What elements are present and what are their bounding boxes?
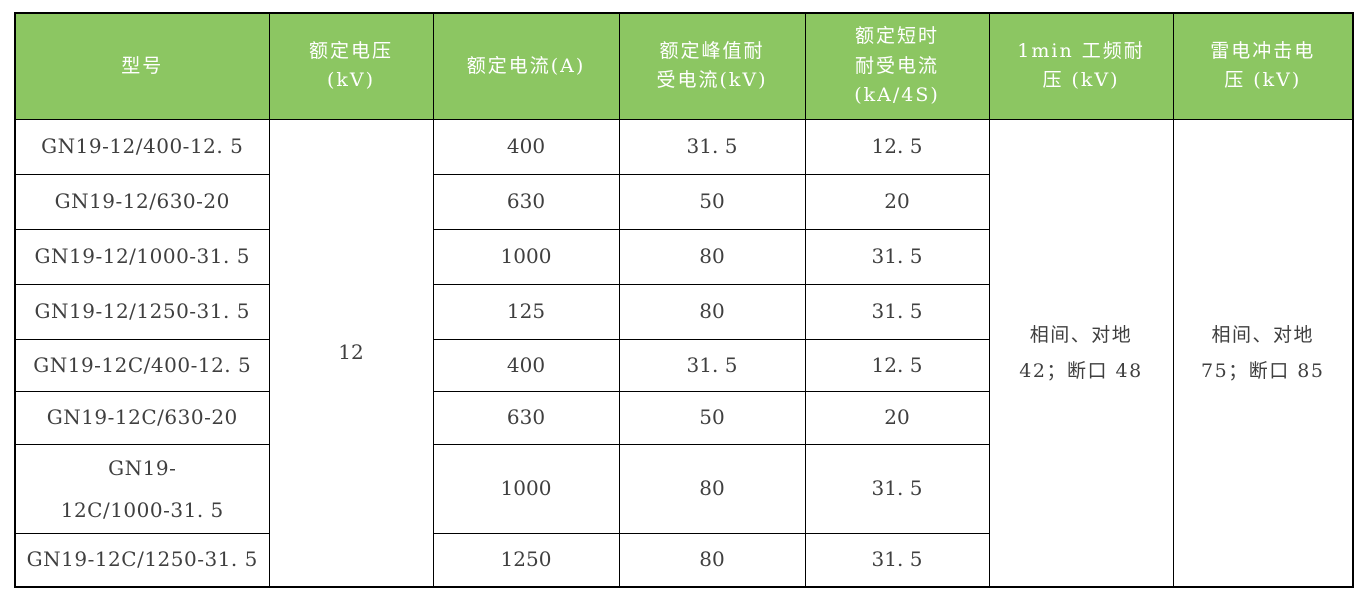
peak-current-cell: 31. 5 xyxy=(618,338,806,392)
rated-current-cell: 630 xyxy=(432,390,620,445)
model-cell: GN19-12/630-20 xyxy=(14,173,270,230)
header-row: 型号 额定电压 (kV) 额定电流(A) 额定峰值耐 受电流(kV) 额定短时 … xyxy=(14,12,1354,120)
lightning-impulse-cell: 相间、对地 75；断口 85 xyxy=(1172,118,1354,588)
table-row: GN19-12/400-12. 5 12 400 31. 5 12. 5 相间、… xyxy=(14,118,1354,588)
model-cell: GN19-12/1250-31. 5 xyxy=(14,283,270,340)
peak-current-cell: 80 xyxy=(618,228,806,285)
rated-current-cell: 125 xyxy=(432,283,620,340)
rated-voltage-cell: 12 xyxy=(268,118,434,588)
table-row: GN19- 12C/1000-31. 5 1000 80 31. 5 xyxy=(14,443,1353,534)
table-row: GN19-12/1250-31. 5 125 80 31. 5 xyxy=(14,283,1353,340)
header-rated-voltage: 额定电压 (kV) xyxy=(268,12,434,120)
short-time-current-cell: 31. 5 xyxy=(804,443,990,534)
rated-current-cell: 400 xyxy=(432,338,620,392)
peak-current-cell: 50 xyxy=(618,390,806,445)
header-short-time-withstand-current: 额定短时 耐受电流 (kA/4S) xyxy=(804,12,990,120)
short-time-current-cell: 31. 5 xyxy=(804,228,990,285)
table-row: GN19-12/630-20 630 50 20 xyxy=(14,173,1353,230)
model-cell: GN19-12C/400-12. 5 xyxy=(14,338,270,392)
model-cell: GN19-12/400-12. 5 xyxy=(14,118,270,175)
short-time-current-cell: 12. 5 xyxy=(804,338,990,392)
short-time-current-cell: 20 xyxy=(804,173,990,230)
table-row: GN19-12/1000-31. 5 1000 80 31. 5 xyxy=(14,228,1353,285)
table-row: GN19-12C/1250-31. 5 1250 80 31. 5 xyxy=(14,532,1353,588)
model-cell: GN19-12/1000-31. 5 xyxy=(14,228,270,285)
header-rated-current: 额定电流(A) xyxy=(432,12,620,120)
rated-current-cell: 400 xyxy=(432,118,620,175)
peak-current-cell: 80 xyxy=(618,443,806,534)
rated-current-cell: 1000 xyxy=(432,443,620,534)
model-cell: GN19-12C/1250-31. 5 xyxy=(14,532,270,588)
model-cell: GN19- 12C/1000-31. 5 xyxy=(14,443,270,534)
rated-current-cell: 1000 xyxy=(432,228,620,285)
rated-current-cell: 630 xyxy=(432,173,620,230)
switch-spec-table: 型号 额定电压 (kV) 额定电流(A) 额定峰值耐 受电流(kV) 额定短时 … xyxy=(14,12,1354,588)
peak-current-cell: 31. 5 xyxy=(618,118,806,175)
table-row: GN19-12C/400-12. 5 400 31. 5 12. 5 xyxy=(14,338,1353,392)
header-power-frequency-withstand: 1min 工频耐 压 (kV) xyxy=(988,12,1174,120)
short-time-current-cell: 12. 5 xyxy=(804,118,990,175)
peak-current-cell: 50 xyxy=(618,173,806,230)
peak-current-cell: 80 xyxy=(618,532,806,588)
peak-current-cell: 80 xyxy=(618,283,806,340)
header-lightning-impulse: 雷电冲击电 压 (kV) xyxy=(1172,12,1354,120)
header-peak-withstand-current: 额定峰值耐 受电流(kV) xyxy=(618,12,806,120)
power-frequency-withstand-cell: 相间、对地 42；断口 48 xyxy=(988,118,1174,588)
short-time-current-cell: 31. 5 xyxy=(804,283,990,340)
table-row: GN19-12C/630-20 630 50 20 xyxy=(14,390,1353,445)
header-model: 型号 xyxy=(14,12,270,120)
rated-current-cell: 1250 xyxy=(432,532,620,588)
short-time-current-cell: 31. 5 xyxy=(804,532,990,588)
model-cell: GN19-12C/630-20 xyxy=(14,390,270,445)
short-time-current-cell: 20 xyxy=(804,390,990,445)
